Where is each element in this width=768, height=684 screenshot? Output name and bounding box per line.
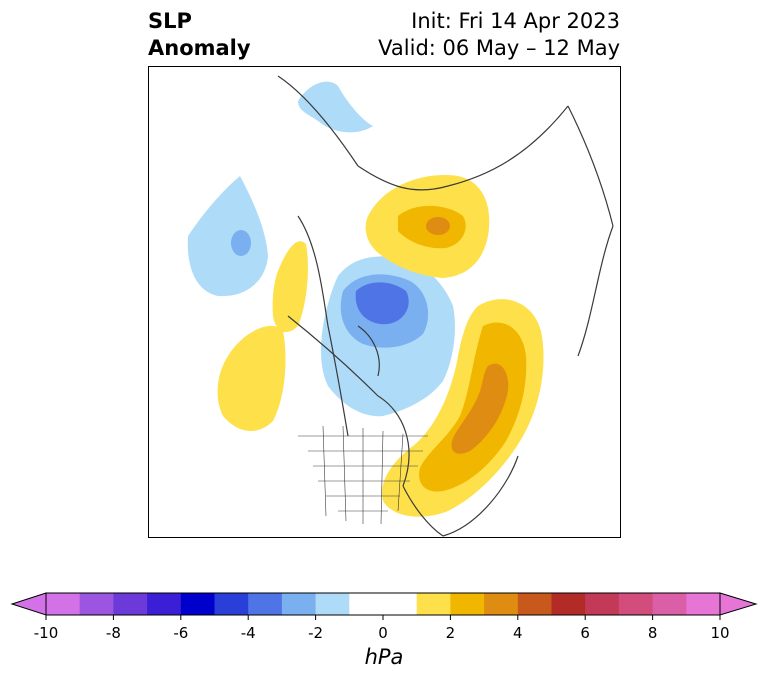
map-frame [148,66,621,538]
forecast-dates: Init: Fri 14 Apr 2023 Valid: 06 May – 12… [378,8,620,62]
title-line-2: Anomaly [148,36,251,60]
colorbar-bin [450,593,485,615]
colorbar-bin [349,593,384,615]
colorbar-tick-label: -10 [33,624,59,642]
valid-range: Valid: 06 May – 12 May [378,36,620,60]
colorbar-tick-label: 2 [445,624,456,642]
colorbar-bin [281,593,317,615]
colorbar-tick-label: 8 [647,624,658,642]
anomaly-pacific-low [187,176,268,297]
colorbar-bin [248,593,283,615]
colorbar-bin [551,593,586,615]
colorbar-bin [46,593,81,615]
colorbar-tick-label: 4 [513,624,523,642]
colorbar-bin [180,593,215,615]
anomaly-map [148,66,621,538]
title-line-1: SLP [148,9,192,33]
coastlines-and-borders [277,75,614,537]
colorbar-extend-low [10,592,47,616]
colorbar-tick-label: 0 [378,624,388,642]
init-date: Init: Fri 14 Apr 2023 [411,9,620,33]
colorbar-bin [113,593,148,615]
colorbar-tick-label: -6 [173,624,189,642]
colorbar-unit-label: hPa [364,645,404,669]
us-states-grid [298,425,428,525]
anomaly-europe-low [298,81,373,133]
colorbar-tick-label: -2 [308,624,324,642]
anomaly-siberia-high-core [426,217,450,235]
colorbar-bin [416,593,451,615]
colorbar-bin [315,593,350,615]
colorbar-bin [618,593,654,615]
chart-title: SLP Anomaly [148,8,251,62]
colorbar-bin [214,593,249,615]
colorbar-bin [79,593,114,615]
colorbar [10,592,758,620]
colorbar-bin [517,593,552,615]
colorbar-tick-label: 10 [710,624,730,642]
anomaly-west-high [217,325,286,432]
colorbar-bin [147,593,182,615]
colorbar-bin [652,593,687,615]
colorbar-tick-label: -4 [240,624,256,642]
colorbar-bin [484,593,519,615]
colorbar-bin [585,593,620,615]
colorbar-tick-label: -8 [105,624,121,642]
anomaly-arctic-low-core [355,282,409,325]
anomaly-west-arc [272,241,308,332]
colorbar-extend-high [719,592,758,616]
colorbar-tick-label: 6 [580,624,590,642]
colorbar-bin [383,593,418,615]
anomaly-atlantic-high-core [451,363,509,454]
colorbar-bin [686,593,721,615]
anomaly-pacific-low-core [231,230,251,256]
